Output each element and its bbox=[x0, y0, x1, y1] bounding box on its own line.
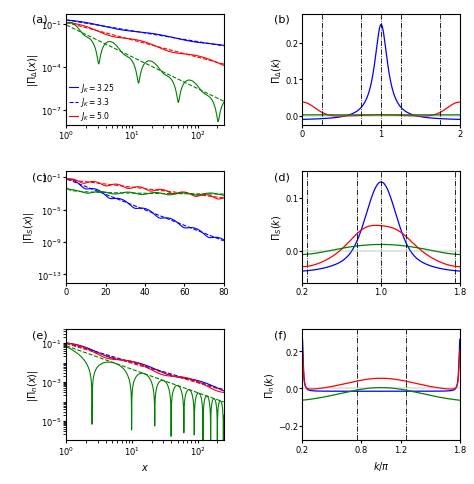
Text: (b): (b) bbox=[274, 15, 290, 25]
Y-axis label: $\Pi_S(k)$: $\Pi_S(k)$ bbox=[270, 214, 284, 241]
Y-axis label: $|\Pi_S(x)|$: $|\Pi_S(x)|$ bbox=[22, 211, 36, 244]
Legend: $J_K=3.25$, $J_K=3.3$, $J_K=5.0$: $J_K=3.25$, $J_K=3.3$, $J_K=5.0$ bbox=[69, 82, 115, 123]
Y-axis label: $\Pi_n(k)$: $\Pi_n(k)$ bbox=[263, 372, 277, 398]
Y-axis label: $\Pi_\Delta(k)$: $\Pi_\Delta(k)$ bbox=[270, 57, 284, 83]
Text: (d): (d) bbox=[274, 172, 290, 182]
Text: (c): (c) bbox=[32, 172, 46, 182]
Y-axis label: $|\Pi_\Delta(x)|$: $|\Pi_\Delta(x)|$ bbox=[26, 53, 40, 87]
Text: (e): (e) bbox=[32, 330, 47, 339]
Text: (a): (a) bbox=[32, 15, 47, 25]
Y-axis label: $|\Pi_n(x)|$: $|\Pi_n(x)|$ bbox=[26, 369, 40, 401]
X-axis label: $x$: $x$ bbox=[141, 463, 149, 472]
Text: (f): (f) bbox=[274, 330, 287, 339]
X-axis label: $k/\pi$: $k/\pi$ bbox=[373, 459, 390, 472]
